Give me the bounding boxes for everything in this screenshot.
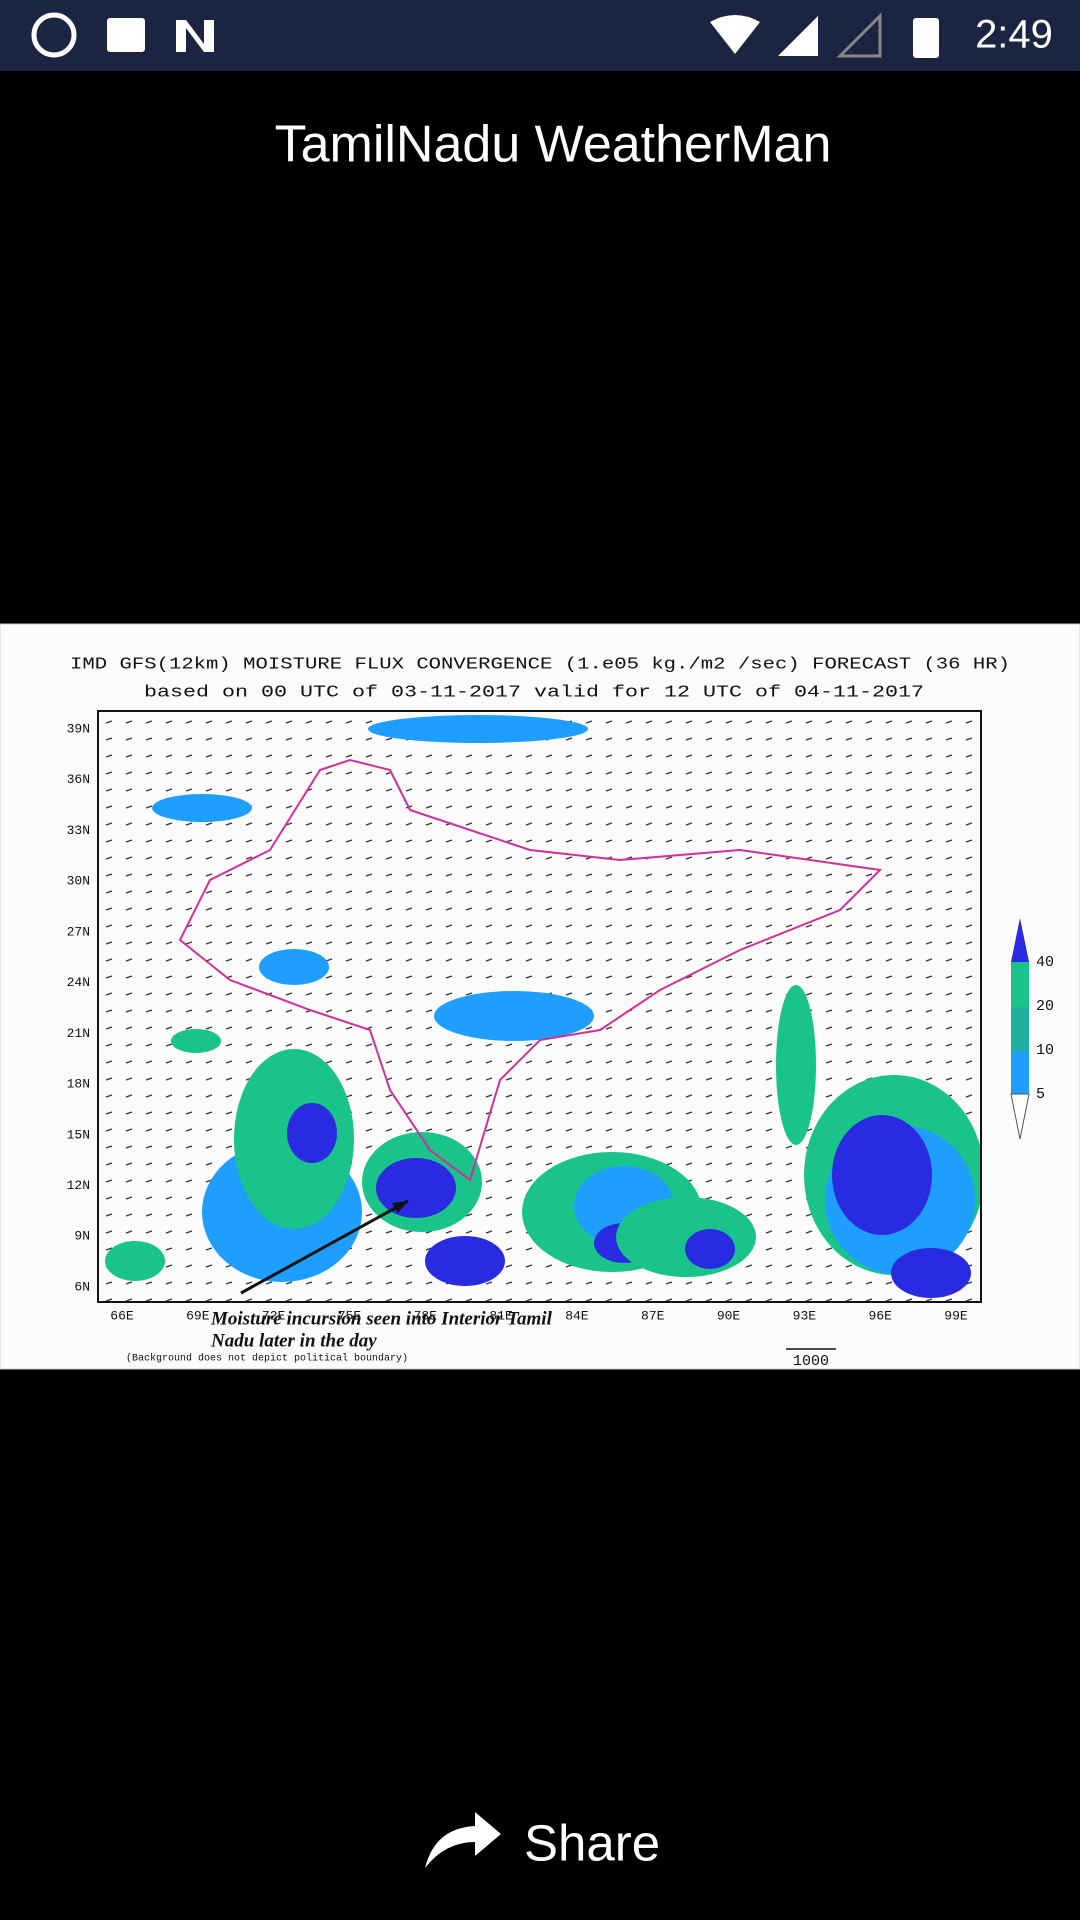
app-title: TamilNadu WeatherMan xyxy=(275,116,832,174)
moisture-area xyxy=(776,985,816,1145)
clock: 2:49 xyxy=(975,13,1053,57)
longitude-label: 84E xyxy=(565,1308,589,1323)
legend-swatch xyxy=(1010,1093,1030,1140)
latitude-label: 36N xyxy=(67,772,90,787)
latitude-label: 15N xyxy=(67,1127,90,1142)
legend-swatch xyxy=(1011,962,1029,1007)
moisture-area xyxy=(832,1115,932,1235)
latitude-label: 18N xyxy=(67,1077,90,1092)
forecast-image: IMD GFS(12km) MOISTURE FLUX CONVERGENCE … xyxy=(0,623,1080,1370)
latitude-label: 24N xyxy=(67,975,90,990)
gallery-icon xyxy=(107,18,145,52)
moisture-area xyxy=(616,1197,756,1277)
latitude-label: 12N xyxy=(67,1178,90,1193)
legend-label: 40 xyxy=(1036,954,1054,971)
latitude-label: 39N xyxy=(67,721,90,736)
longitude-label: 75E xyxy=(338,1308,362,1323)
legend-swatch xyxy=(1011,918,1029,962)
moisture-area xyxy=(259,949,329,985)
longitude-label: 87E xyxy=(641,1308,665,1323)
signal-icon-2 xyxy=(836,12,882,58)
moisture-area xyxy=(425,1236,505,1286)
longitude-label: 99E xyxy=(944,1308,968,1323)
annotation-arrow xyxy=(240,1199,409,1295)
moisture-area xyxy=(434,991,594,1041)
legend-label: 5 xyxy=(1036,1086,1045,1103)
share-icon[interactable] xyxy=(425,1812,501,1868)
share-button[interactable]: Share xyxy=(425,1812,660,1871)
longitude-label: 69E xyxy=(186,1308,210,1323)
latitude-label: 9N xyxy=(74,1229,90,1244)
longitude-label: 81E xyxy=(489,1308,513,1323)
whatsapp-icon xyxy=(31,12,77,58)
plot-frame xyxy=(97,710,982,1303)
n-icon xyxy=(176,20,214,52)
color-legend xyxy=(1010,918,1030,1140)
legend-label: 20 xyxy=(1036,998,1054,1015)
status-icons: 2:49 xyxy=(31,12,1053,58)
longitude-label: 78E xyxy=(414,1308,438,1323)
annotation: Nadu later in the day xyxy=(210,1330,377,1351)
latitude-label: 27N xyxy=(67,924,90,939)
legend-swatch xyxy=(1011,1051,1029,1094)
longitude-label: 96E xyxy=(868,1308,892,1323)
moisture-area xyxy=(152,794,252,822)
boundary-lines xyxy=(178,758,883,1182)
map-note: (Background does not depict political bo… xyxy=(126,1353,408,1365)
scale-label: 1000 xyxy=(793,1353,829,1370)
longitude-label: 66E xyxy=(110,1308,134,1323)
legend-label: 10 xyxy=(1036,1042,1054,1059)
moisture-area xyxy=(368,715,588,743)
moisture-area xyxy=(376,1158,456,1218)
battery-icon xyxy=(913,18,939,58)
map-subtitle: based on 00 UTC of 03-11-2017 valid for … xyxy=(144,683,924,702)
moisture-area xyxy=(287,1103,337,1163)
moisture-area xyxy=(685,1229,735,1269)
moisture-areas xyxy=(105,715,981,1298)
latitude-label: 30N xyxy=(67,874,90,889)
moisture-area xyxy=(105,1241,165,1281)
latitude-label: 6N xyxy=(74,1279,90,1294)
arrow-head xyxy=(392,1201,408,1213)
longitude-label: 90E xyxy=(717,1308,741,1323)
legend-swatch xyxy=(1011,1007,1029,1051)
annotation: Moisture incursion seen into Interior Ta… xyxy=(210,1308,553,1329)
map-title: IMD GFS(12km) MOISTURE FLUX CONVERGENCE … xyxy=(70,655,1010,674)
longitude-label: 93E xyxy=(793,1308,817,1323)
share-label[interactable]: Share xyxy=(524,1814,660,1871)
latitude-label: 33N xyxy=(67,823,90,838)
moisture-area xyxy=(891,1248,971,1298)
longitude-label: 72E xyxy=(262,1308,286,1323)
latitude-label: 21N xyxy=(67,1026,90,1041)
wifi-icon xyxy=(710,15,760,54)
signal-icon xyxy=(778,16,818,56)
moisture-area xyxy=(171,1029,221,1053)
